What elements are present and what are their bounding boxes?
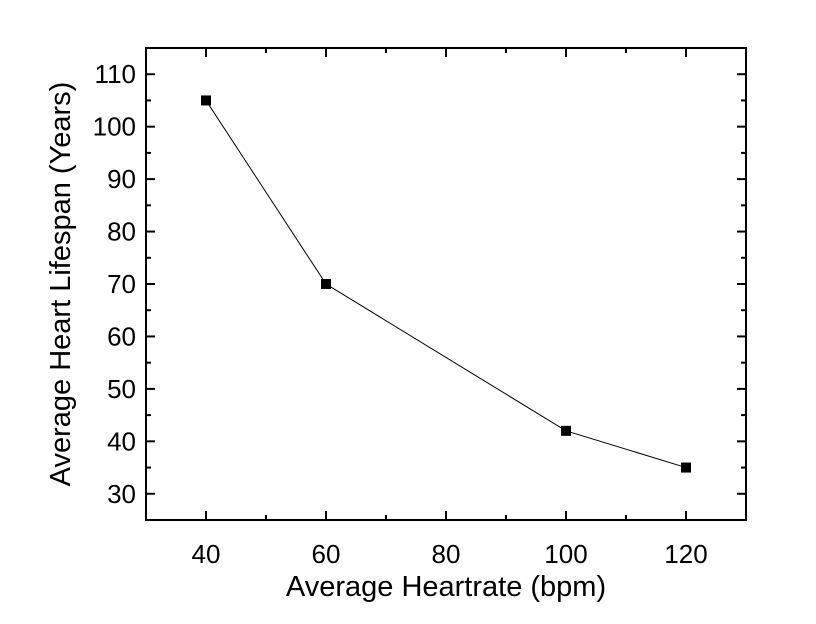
y-axis-title: Average Heart Lifespan (Years) xyxy=(45,82,77,487)
data-point xyxy=(201,95,211,106)
plot-frame xyxy=(145,47,747,521)
axis-ticks xyxy=(146,48,746,520)
y-tick-label: 40 xyxy=(107,426,136,456)
x-tick-label: 40 xyxy=(192,539,221,569)
x-tick-label: 120 xyxy=(664,539,707,569)
series xyxy=(201,95,691,473)
x-axis-title: Average Heartrate (bpm) xyxy=(286,571,606,603)
y-tick-label: 110 xyxy=(95,59,136,89)
data-point xyxy=(321,279,331,289)
y-tick-label: 60 xyxy=(107,321,136,351)
x-tick-label: 100 xyxy=(544,539,587,569)
series-line xyxy=(205,100,687,469)
data-point xyxy=(681,462,691,473)
tick-labels: 40 60 80 100 120 30 40 50 60 70 80 90 100 110 xyxy=(93,59,708,569)
y-tick-label: 90 xyxy=(107,164,136,194)
y-tick-label: 30 xyxy=(107,479,136,509)
data-point xyxy=(561,425,571,436)
y-tick-label: 100 xyxy=(93,112,136,142)
y-tick-label: 70 xyxy=(107,269,136,299)
x-tick-label: 60 xyxy=(312,539,341,569)
y-tick-label: 80 xyxy=(107,217,136,247)
x-tick-label: 80 xyxy=(432,539,461,569)
y-tick-label: 50 xyxy=(107,374,136,404)
